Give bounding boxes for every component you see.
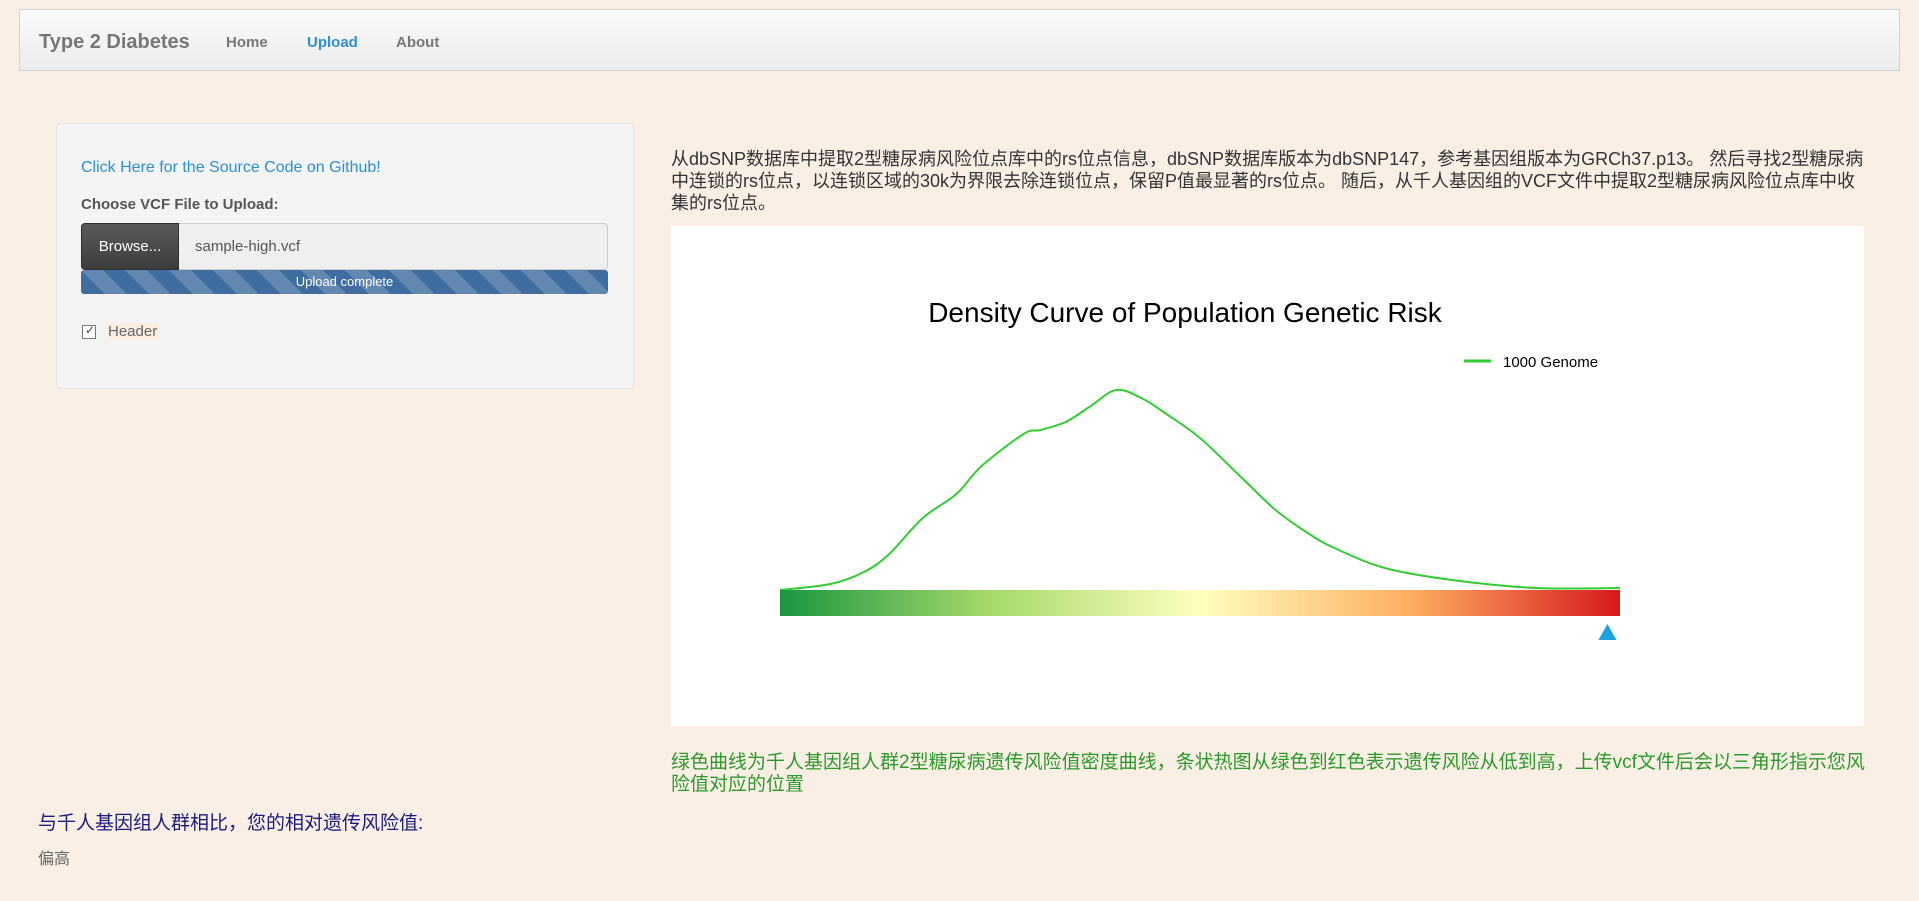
header-checkbox[interactable]: ✓ (82, 323, 96, 339)
file-name-field[interactable]: sample-high.vcf (179, 223, 608, 270)
upload-panel: Click Here for the Source Code on Github… (56, 123, 634, 389)
density-curve-line (779, 388, 1621, 591)
checkmark-icon: ✓ (85, 323, 96, 337)
nav-upload[interactable]: Upload (307, 34, 358, 51)
chart-caption: 绿色曲线为千人基因组人群2型糖尿病遗传风险值密度曲线，条状热图从绿色到红色表示遗… (671, 752, 1865, 795)
browse-button[interactable]: Browse... (81, 223, 179, 270)
risk-marker-triangle (1598, 624, 1617, 640)
file-upload-label: Choose VCF File to Upload: (81, 196, 279, 213)
nav-home[interactable]: Home (226, 34, 268, 51)
upload-progress-bar: Upload complete (81, 270, 608, 294)
brand-title[interactable]: Type 2 Diabetes (39, 31, 190, 53)
density-chart-svg: Density Curve of Population Genetic Risk… (779, 297, 1621, 640)
risk-gradient-bar (780, 590, 1620, 616)
github-link[interactable]: Click Here for the Source Code on Github… (81, 159, 381, 176)
legend-label: 1000 Genome (1503, 354, 1598, 371)
method-description: 从dbSNP数据库中提取2型糖尿病风险位点库中的rs位点信息，dbSNP数据库版… (671, 149, 1864, 213)
navbar: Type 2 Diabetes Home Upload About (19, 9, 1900, 71)
nav-about[interactable]: About (396, 34, 440, 51)
risk-result-value: 偏高 (38, 851, 71, 868)
header-checkbox-label[interactable]: Header (106, 323, 160, 340)
compare-label: 与千人基因组人群相比，您的相对遗传风险值: (38, 813, 424, 834)
chart-title: Density Curve of Population Genetic Risk (928, 297, 1443, 328)
density-plot: Density Curve of Population Genetic Risk… (671, 226, 1864, 726)
